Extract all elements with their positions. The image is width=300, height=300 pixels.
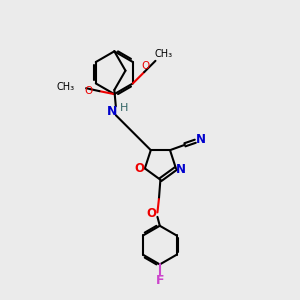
- Text: CH₃: CH₃: [154, 49, 172, 59]
- Text: N: N: [176, 164, 186, 176]
- Text: H: H: [120, 103, 128, 113]
- Text: O: O: [85, 85, 93, 96]
- Text: O: O: [142, 61, 150, 71]
- Text: CH₃: CH₃: [57, 82, 75, 92]
- Text: N: N: [107, 105, 117, 118]
- Text: N: N: [196, 133, 206, 146]
- Text: F: F: [156, 274, 164, 287]
- Text: O: O: [146, 207, 156, 220]
- Text: O: O: [134, 162, 144, 175]
